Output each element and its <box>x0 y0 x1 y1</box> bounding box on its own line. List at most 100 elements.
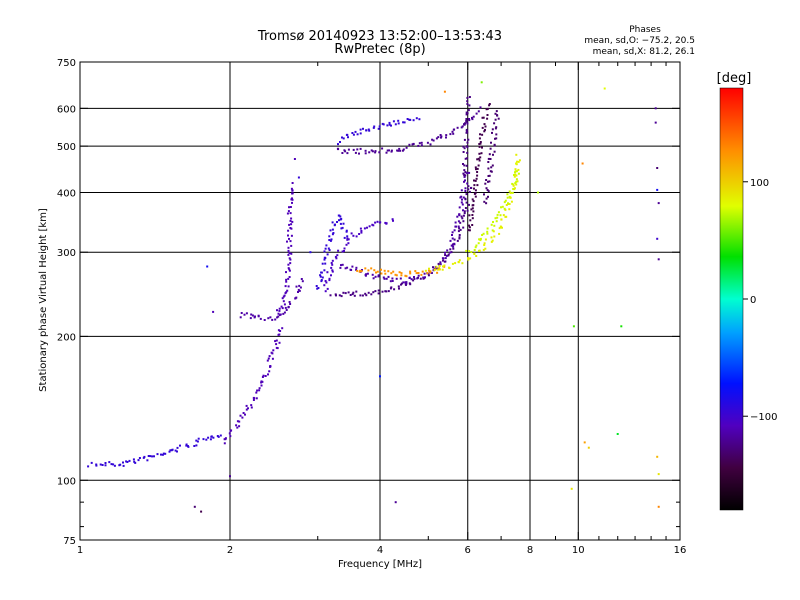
data-point <box>394 273 397 276</box>
data-point <box>462 172 465 175</box>
data-point <box>464 174 467 177</box>
data-point <box>463 164 466 167</box>
data-point <box>315 285 318 287</box>
data-point <box>450 251 453 254</box>
data-point <box>122 464 125 467</box>
data-point <box>377 127 380 130</box>
data-point <box>490 223 493 226</box>
data-point <box>493 122 496 125</box>
data-point <box>207 436 210 439</box>
data-point <box>352 291 355 294</box>
data-point <box>364 149 367 152</box>
data-point <box>470 208 473 211</box>
scatter-point <box>620 325 623 328</box>
data-point <box>390 286 393 289</box>
data-point <box>295 285 298 288</box>
data-point <box>468 190 471 193</box>
data-point <box>277 312 280 315</box>
data-point <box>278 341 281 344</box>
data-point <box>267 373 269 376</box>
data-point <box>415 117 418 120</box>
data-point <box>238 425 241 428</box>
data-point <box>250 313 253 316</box>
data-point <box>403 121 406 124</box>
data-point <box>323 284 326 287</box>
data-point <box>486 107 489 110</box>
data-point <box>138 457 141 459</box>
data-point <box>490 236 493 239</box>
data-point <box>398 271 401 274</box>
data-point <box>259 317 262 320</box>
data-point <box>291 198 294 201</box>
data-point <box>484 182 487 185</box>
data-point <box>377 292 380 295</box>
data-point <box>288 237 290 240</box>
colorbar-ticks: 100 0 −100 <box>743 178 777 423</box>
data-point <box>122 461 124 464</box>
data-point <box>368 225 371 228</box>
data-point <box>267 317 270 320</box>
data-point <box>472 115 475 118</box>
data-point <box>394 123 397 126</box>
data-point <box>487 175 490 177</box>
data-point <box>337 249 340 252</box>
data-point <box>398 287 400 290</box>
data-point <box>271 357 274 360</box>
x-tick-label: 10 <box>572 545 585 556</box>
data-point <box>371 273 374 276</box>
data-point <box>409 118 412 121</box>
data-point <box>449 239 452 242</box>
data-point <box>487 157 490 160</box>
data-point <box>458 234 461 236</box>
data-point <box>370 267 373 270</box>
data-point <box>464 187 467 190</box>
data-point <box>285 291 288 294</box>
data-point <box>272 349 275 352</box>
data-point <box>479 237 482 240</box>
data-point <box>485 202 488 205</box>
data-point <box>354 130 357 133</box>
data-point <box>485 179 488 181</box>
data-point <box>451 231 454 234</box>
data-point <box>460 201 463 204</box>
data-point <box>346 133 349 136</box>
data-point <box>169 449 172 452</box>
data-point <box>503 207 506 210</box>
data-point <box>422 276 425 279</box>
data-point <box>289 258 292 261</box>
data-point <box>460 195 463 198</box>
data-point <box>195 444 198 447</box>
data-point <box>483 244 486 246</box>
data-point <box>467 185 470 188</box>
data-point <box>252 399 255 401</box>
data-point <box>513 187 516 190</box>
data-point <box>278 314 281 316</box>
data-point <box>168 450 171 453</box>
scatter-point <box>656 237 659 240</box>
data-point <box>402 281 405 284</box>
data-point <box>153 455 155 458</box>
data-point <box>277 315 280 318</box>
data-point <box>515 170 518 173</box>
data-point <box>287 210 290 213</box>
data-point <box>467 109 470 112</box>
data-point <box>458 259 461 262</box>
data-point <box>356 148 359 151</box>
data-point <box>500 218 503 221</box>
data-point <box>457 261 460 263</box>
data-point <box>328 239 331 241</box>
data-point <box>352 234 355 237</box>
data-point <box>352 148 355 151</box>
data-point <box>347 148 350 151</box>
data-point <box>291 182 294 184</box>
data-point <box>147 455 150 457</box>
data-point <box>344 267 347 270</box>
data-point <box>420 273 423 276</box>
data-point <box>297 291 299 293</box>
data-point <box>480 152 483 155</box>
data-point <box>432 269 435 272</box>
data-point <box>387 270 390 273</box>
data-point <box>320 280 323 283</box>
data-point <box>326 287 329 290</box>
data-point <box>347 242 350 245</box>
